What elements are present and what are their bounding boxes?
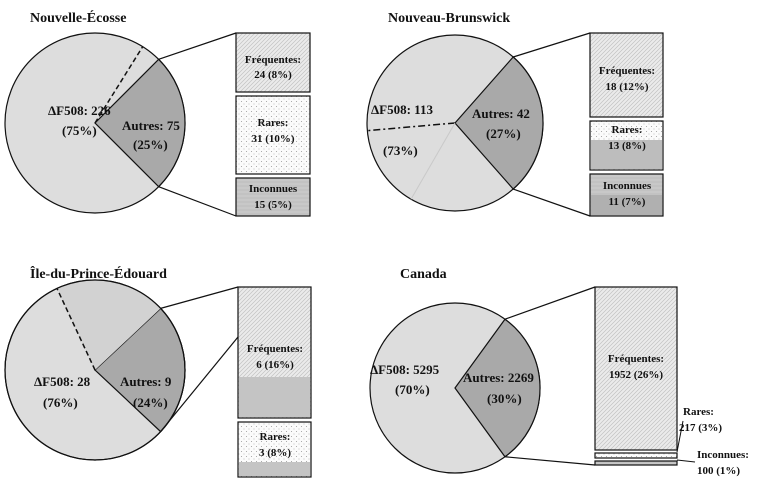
connector-bottom-ile-du-prince-edouard xyxy=(160,336,239,432)
bar-label-rares-ile-du-prince-edouard: Rares: xyxy=(260,431,291,443)
leader-line-rares-canada xyxy=(676,420,684,453)
panel-nouveau-brunswick: Nouveau-Brunswick ΔF508: 113 (73%) Autre… xyxy=(366,11,664,217)
connector-top-nouveau-brunswick xyxy=(513,32,591,58)
label-autres-pct-canada: (30%) xyxy=(487,391,522,406)
connector-bottom-nouveau-brunswick xyxy=(512,188,591,217)
pie-nouveau-brunswick xyxy=(366,32,591,217)
label-autres-pct-nouveau-brunswick: (27%) xyxy=(486,126,521,141)
leader-line-inconnues-canada xyxy=(676,459,696,463)
bar-label-inconnues-nouveau-brunswick: Inconnues xyxy=(603,180,652,192)
label-autres-pct-ile-du-prince-edouard: (24%) xyxy=(133,395,168,410)
slice-autres-canada xyxy=(454,318,541,458)
chart-title-canada: Canada xyxy=(400,267,447,282)
bar-value-inconnues-nouvelle-ecosse: 15 (5%) xyxy=(254,199,292,211)
slice-shade-ile-du-prince-edouard xyxy=(56,280,161,370)
label-f508-pct-ile-du-prince-edouard: (76%) xyxy=(43,395,78,410)
bar-subsegment-rares-ile-du-prince-edouard xyxy=(239,462,310,476)
bar-segment-rares-canada xyxy=(594,452,678,459)
bar-value-rares-nouvelle-ecosse: 31 (10%) xyxy=(251,133,294,145)
bar-label-rares-nouveau-brunswick: Rares: xyxy=(612,124,643,136)
bar-segment-inconnues-canada xyxy=(594,460,678,466)
breakdown-bar-nouveau-brunswick xyxy=(589,32,664,217)
bar-subsegment-rares-nouveau-brunswick xyxy=(591,140,662,169)
label-f508-nouveau-brunswick: ΔF508: 113 xyxy=(371,102,433,117)
breakdown-bar-canada xyxy=(594,286,696,466)
divider-line-ile-du-prince-edouard xyxy=(56,288,96,371)
bar-value-frequentes-ile-du-prince-edouard: 6 (16%) xyxy=(256,359,294,371)
bar-segment-rares-nouvelle-ecosse xyxy=(235,95,311,175)
bar-segment-frequentes-nouveau-brunswick xyxy=(589,32,664,118)
bar-value-inconnues-canada: 100 (1%) xyxy=(697,465,740,477)
slice-autres-nouvelle-ecosse xyxy=(94,58,186,188)
label-f508-nouvelle-ecosse: ΔF508: 226 xyxy=(48,103,111,118)
pie-outline-ile-du-prince-edouard xyxy=(4,279,186,461)
label-autres-ile-du-prince-edouard: Autres: 9 xyxy=(120,374,172,389)
chart-title-ile-du-prince-edouard: Île-du-Prince-Édouard xyxy=(30,265,167,282)
label-autres-nouveau-brunswick: Autres: 42 xyxy=(472,106,530,121)
label-f508-pct-nouvelle-ecosse: (75%) xyxy=(62,123,97,138)
chart-title-nouveau-brunswick: Nouveau-Brunswick xyxy=(388,11,510,26)
bar-label-frequentes-canada: Fréquentes: xyxy=(608,353,664,365)
bar-label-frequentes-nouveau-brunswick: Fréquentes: xyxy=(599,65,655,77)
bar-value-frequentes-nouvelle-ecosse: 24 (8%) xyxy=(254,69,292,81)
chart-title-nouvelle-ecosse: Nouvelle-Écosse xyxy=(30,9,126,26)
label-f508-canada: ΔF508: 5295 xyxy=(370,362,440,377)
label-autres-nouvelle-ecosse: Autres: 75 xyxy=(122,118,180,133)
pie-nouvelle-ecosse xyxy=(4,32,237,217)
bar-value-rares-nouveau-brunswick: 13 (8%) xyxy=(608,140,646,152)
bar-segment-frequentes-canada xyxy=(594,286,678,451)
label-f508-pct-nouveau-brunswick: (73%) xyxy=(383,143,418,158)
bar-value-rares-canada: 217 (3%) xyxy=(679,422,722,434)
divider-line-nouvelle-ecosse xyxy=(94,46,144,124)
bar-value-rares-ile-du-prince-edouard: 3 (8%) xyxy=(259,447,291,459)
label-f508-ile-du-prince-edouard: ΔF508: 28 xyxy=(34,374,91,389)
bar-subsegment-inconnues-nouveau-brunswick xyxy=(591,195,662,215)
bar-subsegment-frequentes-ile-du-prince-edouard xyxy=(239,377,310,417)
pie-ile-du-prince-edouard xyxy=(4,279,239,461)
connector-top-canada xyxy=(504,286,596,320)
bar-label-inconnues-canada: Inconnues: xyxy=(697,449,749,461)
breakdown-bar-ile-du-prince-edouard xyxy=(237,286,312,478)
bar-value-frequentes-nouveau-brunswick: 18 (12%) xyxy=(605,81,648,93)
connector-bottom-canada xyxy=(504,456,596,466)
bar-label-frequentes-ile-du-prince-edouard: Fréquentes: xyxy=(247,343,303,355)
connector-bottom-nouvelle-ecosse xyxy=(158,186,237,217)
bar-value-frequentes-canada: 1952 (26%) xyxy=(609,369,663,381)
slice-autres-nouveau-brunswick xyxy=(454,56,544,190)
pie-canada xyxy=(369,286,596,474)
connector-top-ile-du-prince-edouard xyxy=(160,286,239,309)
label-autres-canada: Autres: 2269 xyxy=(463,370,534,385)
label-autres-pct-nouvelle-ecosse: (25%) xyxy=(133,137,168,152)
bar-label-rares-nouvelle-ecosse: Rares: xyxy=(258,117,289,129)
bar-value-inconnues-nouveau-brunswick: 11 (7%) xyxy=(609,196,646,208)
bar-label-frequentes-nouvelle-ecosse: Fréquentes: xyxy=(245,54,301,66)
label-f508-pct-canada: (70%) xyxy=(395,382,430,397)
breakdown-bar-nouvelle-ecosse xyxy=(235,32,311,217)
bar-label-rares-canada: Rares: xyxy=(683,406,714,418)
divider-line-secondary-nouveau-brunswick xyxy=(410,122,456,200)
bar-segment-inconnues-nouvelle-ecosse xyxy=(235,177,311,217)
panel-ile-du-prince-edouard: Île-du-Prince-Édouard ΔF508: 28 (76%) Au… xyxy=(4,265,312,478)
connector-top-nouvelle-ecosse xyxy=(158,32,237,60)
panel-nouvelle-ecosse: Nouvelle-Écosse ΔF508: 226 (75%) Autres:… xyxy=(4,9,311,217)
bar-label-inconnues-nouvelle-ecosse: Inconnues xyxy=(249,183,298,195)
panel-canada: Canada ΔF508: 5295 (70%) Autres: 2269 (3… xyxy=(369,267,749,477)
bar-segment-frequentes-nouvelle-ecosse xyxy=(235,32,311,93)
